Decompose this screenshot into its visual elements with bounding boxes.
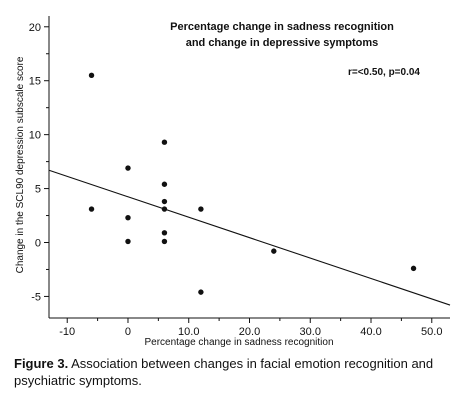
data-point [88, 206, 95, 212]
data-point [161, 198, 168, 205]
data-point [198, 289, 204, 295]
data-point [125, 238, 131, 245]
y-tick-label: 15 [29, 76, 41, 88]
data-point [125, 214, 131, 221]
x-tick-label: 0 [125, 326, 131, 338]
x-tick-label: 40.0 [360, 326, 381, 338]
y-tick-label: -5 [31, 291, 41, 303]
x-axis-title: Percentage change in sadness recognition [144, 337, 333, 348]
data-point [161, 238, 168, 245]
x-tick-label: 10.0 [178, 326, 199, 338]
data-point [161, 139, 168, 145]
data-point [410, 265, 417, 272]
caption-text: Association between changes in facial em… [14, 356, 434, 388]
stat-annotation: r=<0.50, p=0.04 [348, 67, 420, 78]
data-point [271, 248, 277, 254]
regression-line [48, 169, 451, 306]
scatter-chart: -5 0 5 10 15 20 -10 0 10.0 20.0 30.0 40.0 50.0 Perce… [15, 16, 451, 348]
data-point [125, 165, 131, 171]
x-tick-label: -10 [59, 326, 75, 338]
data-point [198, 206, 204, 212]
x-tick-label: 30.0 [300, 326, 321, 338]
figure-label: Figure 3. [14, 356, 69, 371]
figure-caption: Figure 3. Association between changes in… [14, 355, 444, 389]
x-tick-label: 20.0 [239, 326, 260, 338]
y-tick-label: 5 [35, 184, 41, 196]
data-point [88, 72, 95, 79]
regression-line-group [48, 169, 451, 306]
chart-title-line-1: Percentage change in sadness recognition [170, 21, 394, 33]
data-points [88, 72, 417, 295]
y-tick-label: 10 [29, 130, 41, 142]
data-point [161, 230, 168, 236]
y-tick-label: 20 [29, 22, 41, 34]
axes: -5 0 5 10 15 20 -10 0 10.0 20.0 30.0 40.0 50.0 [29, 16, 450, 338]
x-tick-label: 50.0 [421, 326, 442, 338]
y-tick-label: 0 [35, 238, 41, 250]
chart-title-line-2: and change in depressive symptoms [186, 37, 379, 49]
data-point [161, 206, 168, 212]
data-point [161, 181, 168, 187]
y-axis-title: Change in the SCL90 depression subscale … [15, 56, 26, 273]
